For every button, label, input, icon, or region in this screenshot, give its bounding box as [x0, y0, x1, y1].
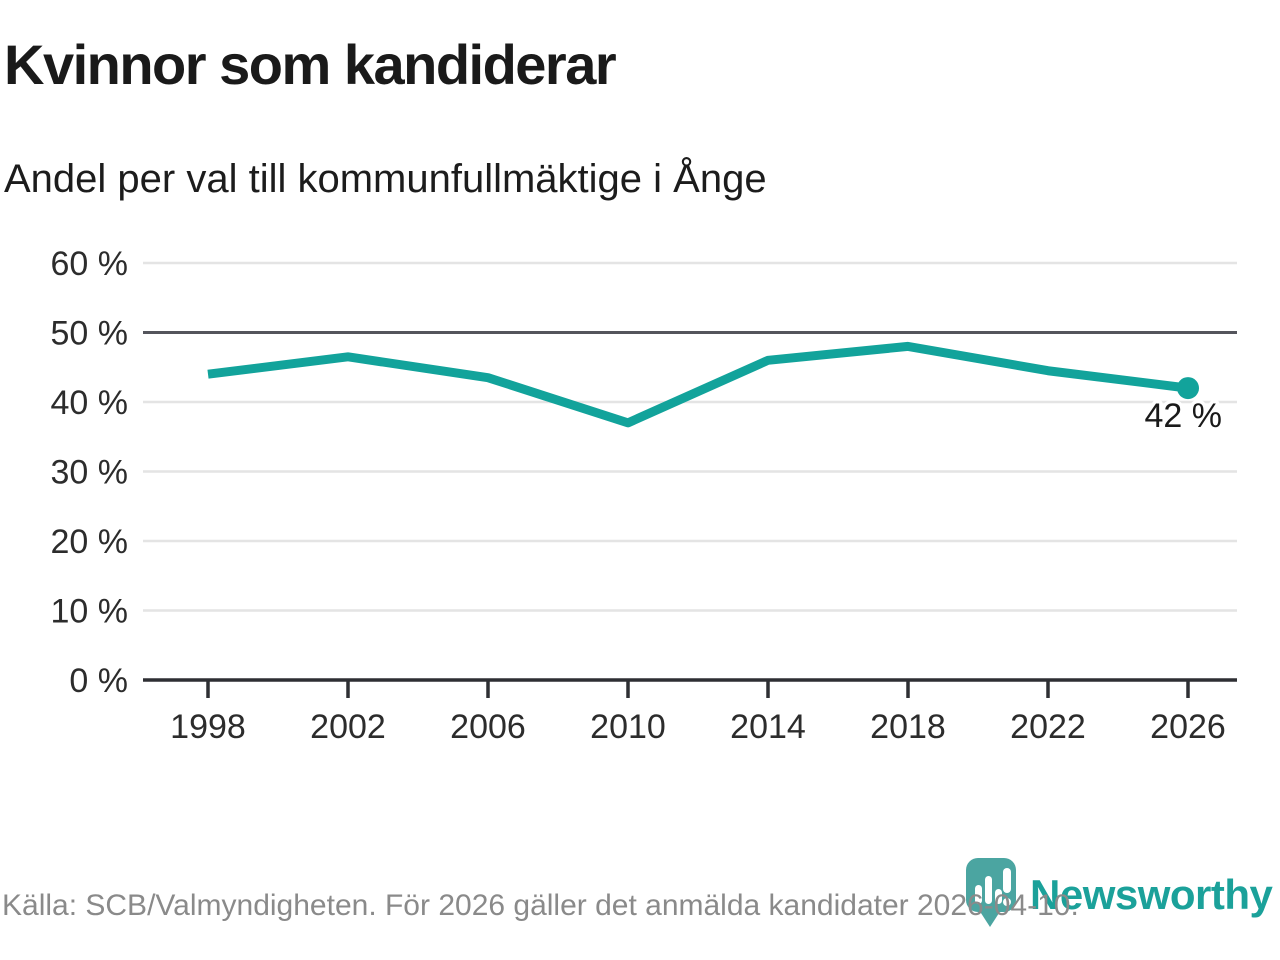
logo-exclamation-dot-icon — [1003, 898, 1011, 906]
logo-exclamation-icon — [1003, 868, 1011, 893]
source-note: Källa: SCB/Valmyndigheten. För 2026 gäll… — [2, 889, 1079, 922]
x-tick-label: 2006 — [450, 708, 526, 746]
y-tick-label: 20 % — [51, 523, 129, 561]
logo-bar-icon — [975, 885, 982, 904]
data-line — [207, 341, 1189, 428]
y-tick-label: 60 % — [51, 245, 129, 283]
logo-bar-icon — [985, 876, 992, 904]
x-tick-label: 2026 — [1150, 708, 1226, 746]
newsworthy-wordmark: Newsworthy — [1030, 871, 1273, 918]
logo-pin-tail-icon — [979, 910, 1001, 927]
y-tick-label: 50 % — [51, 315, 129, 353]
y-tick-label: 10 % — [51, 593, 129, 631]
x-tick-label: 1998 — [170, 708, 246, 746]
y-tick-label: 30 % — [51, 454, 129, 492]
x-tick-label: 2010 — [590, 708, 666, 746]
line-chart: 0 % 10 % 20 % 30 % 40 % 50 % 60 % 1998 2002 2006 2… — [51, 245, 1237, 746]
y-tick-label: 0 % — [69, 662, 128, 700]
x-tick-label: 2002 — [310, 708, 386, 746]
end-point-label: 42 % — [1145, 397, 1223, 435]
newsworthy-logo: Newsworthy — [966, 855, 1278, 945]
y-tick-label: 40 % — [51, 384, 129, 422]
x-tick-label: 2014 — [730, 708, 806, 746]
x-tick-label: 2022 — [1010, 708, 1086, 746]
logo-bar-icon — [995, 889, 1002, 904]
newsworthy-logo-icon — [966, 858, 1016, 912]
x-tick-label: 2018 — [870, 708, 946, 746]
chart-title: Kvinnor som kandiderar — [4, 33, 617, 96]
chart-subtitle: Andel per val till kommunfullmäktige i Å… — [4, 157, 767, 201]
end-point-dot — [1177, 377, 1199, 400]
